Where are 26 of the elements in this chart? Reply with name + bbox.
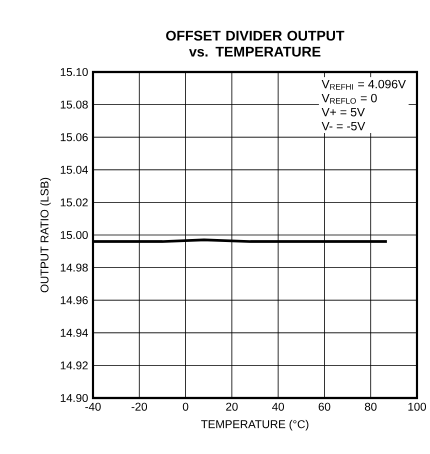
annotation: V$_{REFHI}$ = 4.096V <box>322 80 406 90</box>
y-tick-label: 14.94 <box>60 328 88 337</box>
y-tick-label: 15.00 <box>60 230 88 240</box>
x-tick-label: 0 <box>182 402 188 411</box>
y-tick-label: 14.98 <box>60 264 88 272</box>
y-tick-label: 14.96 <box>60 296 88 304</box>
y-tick-label: 15.06 <box>60 133 88 142</box>
y-tick-label: 15.08 <box>60 100 88 109</box>
x-tick-label: 100 <box>408 402 426 411</box>
x-tick-label: 40 <box>272 402 284 411</box>
x-tick-label: 20 <box>226 402 238 411</box>
x-axis-title: TEMPERATURE (°C) <box>201 420 308 430</box>
x-tick-label: -40 <box>85 402 101 411</box>
y-axis-title: OUTPUT RATIO (LSB) <box>40 178 51 292</box>
y-tick-label: 15.04 <box>60 166 88 174</box>
x-tick-label: 60 <box>318 402 330 411</box>
x-tick-label: -20 <box>132 402 148 411</box>
y-tick-label: 14.90 <box>60 394 88 402</box>
y-tick-label: 15.02 <box>60 198 88 206</box>
y-tick-label: 15.10 <box>60 68 88 76</box>
x-tick-label: 80 <box>364 402 377 411</box>
annotation: V+ = 5V <box>322 108 365 116</box>
annotation: V- = -5V <box>322 122 366 130</box>
chart-title: OFFSET DIVIDER OUTPUT vs. TEMPERATURE <box>166 30 344 57</box>
y-tick-label: 14.92 <box>60 361 88 370</box>
annotation: V$_{REFLO}$ = 0 <box>322 94 377 104</box>
